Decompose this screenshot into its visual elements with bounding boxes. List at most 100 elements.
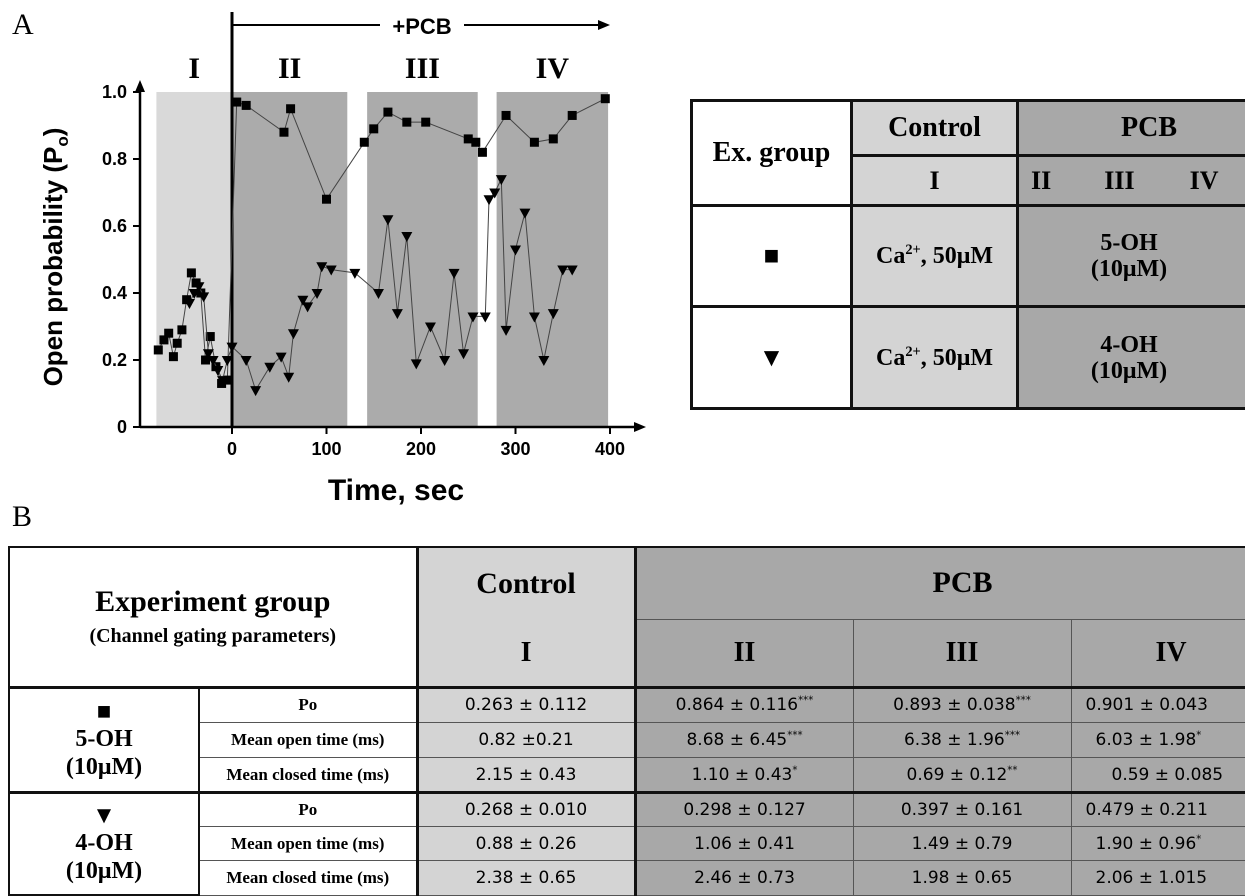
y-axis-label-sub: o <box>53 136 72 146</box>
g2-po-control: 0.268 ± 0.010 <box>417 793 635 827</box>
g2-closed-control: 2.38 ± 0.65 <box>417 861 635 895</box>
row2-control-conc: , 50μM <box>921 345 993 371</box>
y-axis-label-main: Open probability (P <box>38 147 68 387</box>
y-tick-label-0: 0 <box>117 417 127 437</box>
x-tick-label-4: 400 <box>595 439 625 459</box>
row2-control-sup: 2+ <box>905 344 920 360</box>
square-point-16 <box>242 101 251 110</box>
square-point-5 <box>177 325 186 334</box>
g1-po-iii-sig: *** <box>1016 696 1031 707</box>
g2-closed-iv: 2.06 ± 1.015 <box>1071 861 1245 895</box>
row1-pcb-value: 5-OH(10μM) <box>1018 206 1245 307</box>
y-axis-label: Open probability (Po) <box>38 128 72 387</box>
param-open-time-2: Mean open time (ms) <box>199 827 417 861</box>
square-point-27 <box>478 148 487 157</box>
square-point-18 <box>286 104 295 113</box>
group-5oh-conc: (10μM) <box>10 753 198 781</box>
square-point-28 <box>502 111 511 120</box>
g1-open-ii-sig: *** <box>787 730 802 741</box>
g1-open-ii: 8.68 ± 6.45*** <box>635 723 853 758</box>
g1-open-iii-sig: *** <box>1005 730 1020 741</box>
row2-pcb-conc: (10μM) <box>1079 358 1179 384</box>
param-closed-time-2: Mean closed time (ms) <box>199 861 417 895</box>
g1-open-iii-value: 6.38 ± 1.96 <box>904 730 1005 750</box>
group-5oh-label: ■ 5-OH (10μM) <box>9 687 199 792</box>
g1-po-ii-value: 0.864 ± 0.116 <box>676 695 798 715</box>
phase-iii-header-b: III <box>853 619 1071 687</box>
g1-po-ii: 0.864 ± 0.116*** <box>635 687 853 722</box>
experiment-group-title: Experiment group <box>10 585 416 619</box>
row1-control-ca: Ca <box>876 243 905 269</box>
x-axis-arrow <box>634 422 646 432</box>
g1-po-control: 0.263 ± 0.112 <box>417 687 635 722</box>
phase-region-3 <box>367 92 478 427</box>
g1-closed-iii: 0.69 ± 0.12** <box>853 758 1071 793</box>
control-header-b: Control <box>417 547 635 619</box>
g2-po-iii: 0.397 ± 0.161 <box>853 793 1071 827</box>
g2-open-ii: 1.06 ± 0.41 <box>635 827 853 861</box>
g1-open-ii-value: 8.68 ± 6.45 <box>686 730 787 750</box>
g1-open-iv-sig: * <box>1196 730 1201 741</box>
param-open-time: Mean open time (ms) <box>199 723 417 758</box>
row2-control-value: Ca2+, 50μM <box>852 307 1018 409</box>
group-5oh-name: 5-OH <box>10 725 198 753</box>
phase-ii-header-b: II <box>635 619 853 687</box>
group-5oh-symbol: ■ <box>10 699 198 725</box>
square-point-2 <box>164 329 173 338</box>
square-point-29 <box>530 138 539 147</box>
g2-closed-iii: 1.98 ± 0.65 <box>853 861 1071 895</box>
square-point-23 <box>402 118 411 127</box>
y-tick-label-1: 0.2 <box>102 350 127 370</box>
square-point-19 <box>322 195 331 204</box>
g1-po-iii: 0.893 ± 0.038*** <box>853 687 1071 722</box>
g2-po-iv: 0.479 ± 0.211 <box>1071 793 1245 827</box>
pcb-label: +PCB <box>392 14 451 39</box>
row1-pcb-conc: (10μM) <box>1079 256 1179 282</box>
phase-label-4: IV <box>536 52 570 85</box>
square-point-17 <box>279 128 288 137</box>
row1-control-sup: 2+ <box>905 242 920 258</box>
g1-closed-ii-sig: * <box>792 765 797 776</box>
g2-closed-ii: 2.46 ± 0.73 <box>635 861 853 895</box>
gating-parameters-table: Experiment group (Channel gating paramet… <box>8 546 1245 896</box>
g2-open-iv: 1.90 ± 0.96* <box>1071 827 1245 861</box>
g1-closed-iii-sig: ** <box>1007 765 1017 776</box>
g1-open-iii: 6.38 ± 1.96*** <box>853 723 1071 758</box>
control-header: Control <box>852 101 1018 156</box>
pcb-header-b: PCB <box>635 547 1245 619</box>
x-tick-label-2: 200 <box>406 439 436 459</box>
experiment-group-subtitle: (Channel gating parameters) <box>10 625 416 648</box>
y-axis-arrow <box>135 80 145 92</box>
triangle-point-32 <box>480 312 491 322</box>
group-4oh-symbol: ▼ <box>10 803 198 829</box>
g1-closed-ii-value: 1.10 ± 0.43 <box>692 765 793 785</box>
pcb-arrow-head <box>598 20 610 30</box>
x-tick-label-0: 0 <box>227 439 237 459</box>
group-4oh-conc: (10μM) <box>10 857 198 885</box>
y-ticks: 00.20.40.60.81.0 <box>102 82 140 437</box>
square-point-7 <box>187 268 196 277</box>
row1-control-conc: , 50μM <box>921 243 993 269</box>
g1-closed-control: 2.15 ± 0.43 <box>417 758 635 793</box>
row2-pcb-value: 4-OH(10μM) <box>1018 307 1245 409</box>
param-po: Po <box>199 687 417 722</box>
g1-closed-iv: 0.59 ± 0.085 <box>1071 758 1245 793</box>
square-point-20 <box>360 138 369 147</box>
square-point-15 <box>232 98 241 107</box>
g2-po-ii: 0.298 ± 0.127 <box>635 793 853 827</box>
triangle-point-21 <box>349 269 360 279</box>
group-4oh-name: 4-OH <box>10 829 198 857</box>
triangle-marker-symbol: ▼ <box>692 307 852 409</box>
param-po-2: Po <box>199 793 417 827</box>
g1-closed-iii-value: 0.69 ± 0.12 <box>907 765 1008 785</box>
g2-open-iv-value: 1.90 ± 0.96 <box>1096 834 1197 854</box>
y-tick-label-3: 0.6 <box>102 216 127 236</box>
row1-control-value: Ca2+, 50μM <box>852 206 1018 307</box>
phase-ii-header: II <box>1031 166 1051 195</box>
param-closed-time: Mean closed time (ms) <box>199 758 417 793</box>
y-axis-label-close: ) <box>38 128 68 137</box>
x-tick-label-1: 100 <box>311 439 341 459</box>
g1-open-iv-value: 6.03 ± 1.98 <box>1096 730 1197 750</box>
